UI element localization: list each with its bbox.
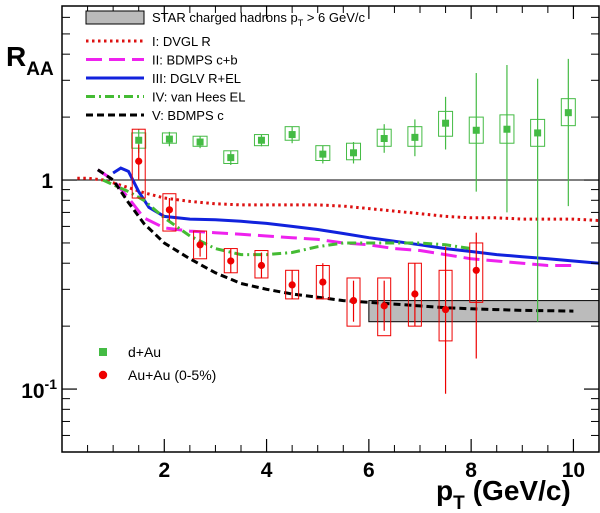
legend-label-auau: Au+Au (0-5%) — [128, 367, 216, 383]
data-points — [131, 58, 576, 394]
legend-label-1: I: DVGL R — [152, 34, 211, 49]
x-tick-label: 8 — [465, 459, 477, 482]
point-auau — [165, 206, 173, 214]
x-tick-label: 2 — [158, 459, 170, 482]
y-tick-label-base: 10 — [21, 380, 44, 403]
point-dau — [196, 138, 204, 146]
point-auau — [380, 302, 388, 310]
point-auau — [257, 261, 266, 270]
point-auau — [441, 305, 450, 314]
point-dau — [257, 136, 265, 144]
plot-frame — [61, 5, 600, 453]
point-dau — [534, 129, 542, 137]
curve-4 — [102, 178, 472, 257]
point-dau — [350, 149, 358, 157]
legend-label-2: II: BDMPS c+b — [152, 53, 238, 68]
series-auau — [131, 128, 484, 394]
series-dau — [131, 58, 576, 322]
point-dau — [380, 135, 388, 143]
sys-box-auau — [193, 230, 208, 260]
point-dau — [227, 154, 235, 162]
legend-marker-dau — [99, 348, 107, 356]
x-tick-label: 4 — [261, 459, 273, 482]
point-dau — [503, 125, 511, 133]
point-dau — [319, 150, 327, 158]
model-curves — [77, 166, 600, 313]
point-auau — [472, 266, 480, 274]
legend-label-5: V: BDMPS c — [152, 108, 224, 123]
point-dau — [442, 119, 450, 127]
point-dau — [472, 126, 480, 134]
y-tick-label: 10-1 — [21, 376, 57, 403]
legend-star-band-label: STAR charged hadrons pT > 6 GeV/c — [152, 10, 366, 28]
plot-area — [62, 58, 600, 394]
point-auau — [319, 278, 327, 286]
x-tick-label: 10 — [562, 459, 585, 482]
legend-label-3: III: DGLV R+EL — [152, 71, 241, 86]
legend-marker-auau — [98, 370, 108, 380]
curve-2 — [96, 168, 574, 267]
point-dau — [165, 135, 173, 143]
sys-box-auau — [377, 277, 392, 337]
x-axis-label: pT (GeV/c) — [436, 475, 571, 513]
legend-label-dau: d+Au — [128, 344, 161, 360]
point-auau — [349, 296, 358, 305]
legend-bottom: d+Au Au+Au (0-5%) — [98, 344, 216, 383]
point-auau — [227, 257, 235, 265]
point-dau — [288, 131, 296, 139]
point-dau — [135, 136, 143, 144]
y-tick-label: 1 — [41, 170, 53, 193]
curve-5 — [96, 168, 574, 313]
point-auau — [135, 157, 143, 165]
legend-entries: I: DVGL R II: BDMPS c+b III: DGLV R+EL IV: … — [86, 34, 245, 123]
point-dau — [564, 109, 572, 117]
point-dau — [411, 133, 419, 141]
sys-box-auau — [162, 193, 177, 232]
y-tick-label-exponent: -1 — [45, 376, 58, 392]
point-auau — [411, 290, 419, 298]
point-auau — [196, 241, 204, 249]
sys-box-auau — [131, 128, 146, 199]
point-auau — [288, 281, 296, 289]
x-tick-label: 6 — [363, 459, 375, 482]
sys-box-auau — [346, 277, 361, 327]
legend-star-band: STAR charged hadrons pT > 6 GeV/c — [85, 10, 366, 28]
legend-top: STAR charged hadrons pT > 6 GeV/c I: DVG… — [85, 10, 366, 123]
curve-1 — [77, 176, 600, 222]
y-axis-label: RAA — [6, 41, 54, 80]
legend-label-4: IV: van Hees EL — [152, 90, 245, 105]
legend-star-band-swatch — [85, 10, 145, 25]
curve-3 — [112, 166, 600, 265]
